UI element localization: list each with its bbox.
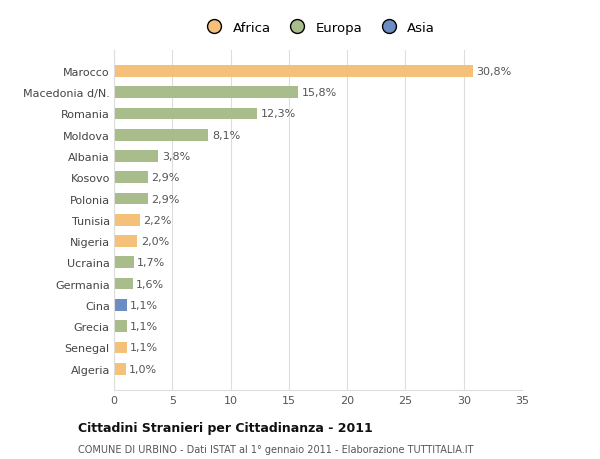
- Text: 1,0%: 1,0%: [129, 364, 157, 374]
- Text: 15,8%: 15,8%: [302, 88, 337, 98]
- Bar: [114, 363, 125, 375]
- Bar: [114, 87, 298, 99]
- Bar: [114, 108, 257, 120]
- Bar: [114, 172, 148, 184]
- Text: 2,2%: 2,2%: [143, 215, 172, 225]
- Text: 1,7%: 1,7%: [137, 258, 166, 268]
- Bar: [114, 342, 127, 353]
- Bar: [114, 66, 473, 78]
- Bar: [114, 320, 127, 332]
- Text: 2,9%: 2,9%: [151, 194, 179, 204]
- Text: 12,3%: 12,3%: [261, 109, 296, 119]
- Bar: [114, 278, 133, 290]
- Bar: [114, 257, 134, 269]
- Bar: [114, 299, 127, 311]
- Bar: [114, 236, 137, 247]
- Bar: [114, 129, 208, 141]
- Text: 1,1%: 1,1%: [130, 321, 158, 331]
- Text: 2,9%: 2,9%: [151, 173, 179, 183]
- Text: 8,1%: 8,1%: [212, 130, 240, 140]
- Text: 1,1%: 1,1%: [130, 343, 158, 353]
- Legend: Africa, Europa, Asia: Africa, Europa, Asia: [196, 17, 440, 40]
- Text: 2,0%: 2,0%: [141, 236, 169, 246]
- Bar: [114, 214, 140, 226]
- Text: 3,8%: 3,8%: [162, 151, 190, 162]
- Text: 30,8%: 30,8%: [476, 67, 512, 77]
- Bar: [114, 151, 158, 162]
- Text: Cittadini Stranieri per Cittadinanza - 2011: Cittadini Stranieri per Cittadinanza - 2…: [78, 421, 373, 434]
- Text: 1,1%: 1,1%: [130, 300, 158, 310]
- Text: 1,6%: 1,6%: [136, 279, 164, 289]
- Bar: [114, 193, 148, 205]
- Text: COMUNE DI URBINO - Dati ISTAT al 1° gennaio 2011 - Elaborazione TUTTITALIA.IT: COMUNE DI URBINO - Dati ISTAT al 1° genn…: [78, 444, 473, 454]
